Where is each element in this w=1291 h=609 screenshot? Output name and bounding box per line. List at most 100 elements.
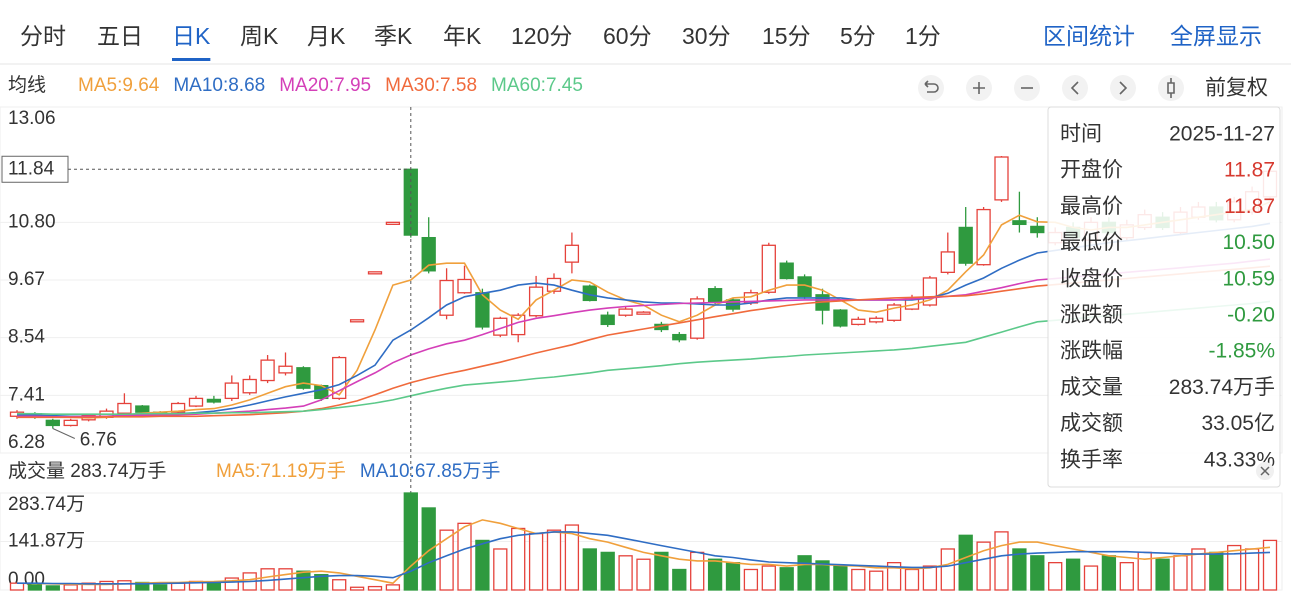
info-value: 33.05亿 [1201, 412, 1275, 435]
tab[interactable]: 分时 [20, 23, 66, 49]
volume-bar [1155, 558, 1170, 591]
next-button[interactable] [1110, 75, 1136, 101]
volume-bar [224, 577, 239, 591]
candle-body [976, 208, 991, 266]
candle-body [367, 271, 383, 275]
legend-entry: MA10:8.68 [173, 75, 265, 96]
volume-bar [206, 582, 222, 591]
adjust-mode[interactable]: 前复权 [1205, 77, 1268, 100]
candle-type-button[interactable] [1158, 75, 1184, 101]
info-value: 10.50 [1222, 231, 1275, 254]
volume-bar [940, 548, 955, 591]
volume-bar [779, 567, 794, 591]
volume-bar [1030, 555, 1045, 591]
legend-entry: MA5:71.19万手 [216, 460, 346, 482]
info-label: 涨跌额 [1060, 304, 1123, 327]
volume-bar [618, 555, 633, 591]
candle-body [600, 314, 615, 326]
tab[interactable]: 120分 [511, 23, 572, 49]
tab[interactable]: 1分 [905, 23, 941, 49]
candle-body [672, 333, 687, 341]
undo-button[interactable] [918, 75, 944, 101]
info-value: 2025-11-27 [1169, 123, 1275, 146]
volume-bar [367, 585, 383, 591]
ma-line [16, 519, 1271, 586]
candle-body [278, 365, 293, 374]
legend-entry: MA5:9.64 [78, 75, 160, 96]
candle-body [994, 156, 1009, 201]
volume-bar [1227, 544, 1242, 591]
volume-bar [1209, 551, 1224, 591]
volume-bar [45, 585, 60, 591]
info-label: 收盘价 [1060, 267, 1123, 290]
candle-body [63, 419, 78, 427]
info-label: 成交量 [1060, 376, 1123, 399]
volume-bar [314, 573, 329, 591]
volume-title: 成交量 283.74万手 [8, 460, 166, 482]
prev-button[interactable] [1062, 75, 1088, 101]
info-label: 开盘价 [1060, 159, 1123, 182]
next-icon [1119, 81, 1128, 95]
y-tick-label: 9.67 [8, 269, 45, 290]
candle-body [707, 288, 723, 304]
volume-bar [99, 580, 114, 591]
volume-bar [1191, 548, 1206, 591]
candle-body [528, 286, 544, 317]
candle-body [636, 311, 651, 315]
info-label: 成交额 [1060, 412, 1123, 435]
candle-body [564, 244, 580, 263]
active-tab-underline [172, 58, 211, 61]
legend-entry: MA10:67.85万手 [360, 460, 500, 482]
candle-body [940, 251, 955, 273]
action-link[interactable]: 区间统计 [1043, 23, 1135, 49]
candle-body [1030, 225, 1045, 234]
volume-bar [475, 539, 490, 591]
candle-body [385, 221, 401, 225]
tab[interactable]: 15分 [762, 23, 811, 49]
tab[interactable]: 60分 [603, 23, 652, 49]
tab[interactable]: 5分 [840, 23, 876, 49]
undo-icon [924, 80, 939, 93]
volume-bar [725, 562, 741, 591]
tab[interactable]: 30分 [682, 23, 731, 49]
volume-bar [528, 532, 544, 591]
volume-bar [833, 565, 848, 591]
candle-body [135, 405, 150, 413]
volume-bar [170, 582, 186, 591]
candle-body [869, 317, 884, 323]
volume-bar [1048, 562, 1063, 591]
info-value: 10.59 [1222, 267, 1275, 290]
tab[interactable]: 日K [172, 23, 211, 49]
tab[interactable]: 周K [240, 23, 279, 49]
volume-bar [1101, 555, 1117, 591]
low-label: 6.76 [80, 430, 117, 451]
candle-body [117, 402, 132, 414]
tab[interactable]: 年K [443, 23, 482, 49]
tab[interactable]: 月K [307, 23, 346, 49]
volume-bar [904, 568, 920, 591]
candle-body [170, 402, 186, 413]
tab[interactable]: 季K [374, 23, 413, 49]
volume-bar [457, 522, 472, 591]
candle-body [188, 397, 204, 407]
ma-line [17, 531, 1271, 585]
info-label: 时间 [1060, 123, 1102, 146]
tab[interactable]: 五日 [97, 23, 143, 49]
candle-body [958, 226, 973, 264]
volume-bar [493, 548, 508, 591]
info-value: 283.74万手 [1169, 376, 1275, 399]
volume-bar [636, 558, 651, 591]
volume-bar [564, 524, 580, 591]
volume-bar [600, 551, 615, 591]
volume-bar [385, 584, 401, 591]
info-panel [1047, 106, 1281, 488]
volume-bar [654, 551, 669, 591]
info-label: 涨跌幅 [1060, 340, 1123, 363]
action-link[interactable]: 全屏显示 [1170, 23, 1262, 49]
volume-bar [886, 562, 902, 591]
candle-body [457, 278, 472, 294]
volume-bar [815, 560, 830, 591]
volume-bar [1065, 558, 1081, 591]
candle-body [439, 279, 454, 316]
